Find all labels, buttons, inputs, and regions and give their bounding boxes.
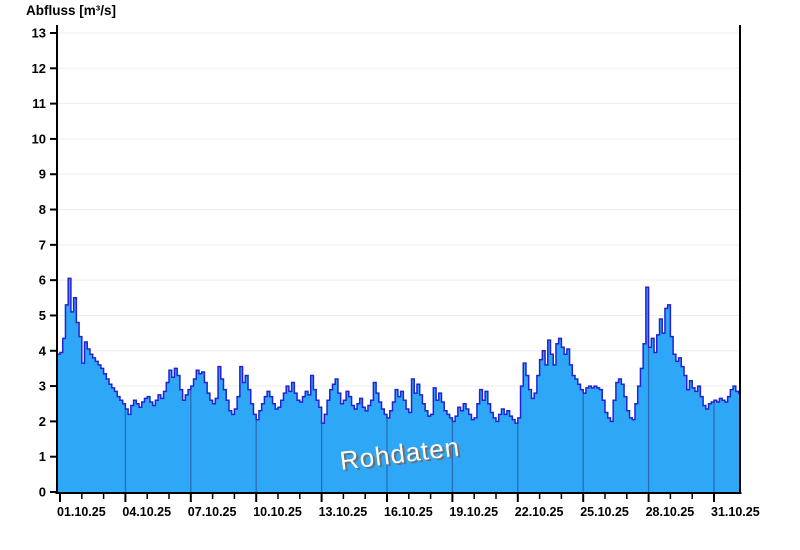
svg-text:4: 4 <box>39 343 47 358</box>
svg-text:10: 10 <box>32 131 46 146</box>
svg-text:10.10.25: 10.10.25 <box>253 505 302 519</box>
svg-text:28.10.25: 28.10.25 <box>646 505 695 519</box>
svg-text:0: 0 <box>39 485 46 500</box>
svg-text:25.10.25: 25.10.25 <box>580 505 629 519</box>
svg-text:6: 6 <box>39 273 46 288</box>
svg-text:11: 11 <box>32 96 46 111</box>
svg-text:01.10.25: 01.10.25 <box>57 505 106 519</box>
svg-text:12: 12 <box>32 61 46 76</box>
svg-text:07.10.25: 07.10.25 <box>188 505 237 519</box>
svg-text:3: 3 <box>39 379 46 394</box>
svg-text:19.10.25: 19.10.25 <box>449 505 498 519</box>
svg-text:2: 2 <box>39 414 46 429</box>
svg-text:8: 8 <box>39 202 46 217</box>
svg-text:16.10.25: 16.10.25 <box>384 505 433 519</box>
svg-text:1: 1 <box>39 449 46 464</box>
svg-text:5: 5 <box>39 308 46 323</box>
svg-text:13: 13 <box>32 26 46 41</box>
svg-text:9: 9 <box>39 167 46 182</box>
svg-text:7: 7 <box>39 237 46 252</box>
svg-text:31.10.25: 31.10.25 <box>711 505 760 519</box>
svg-text:22.10.25: 22.10.25 <box>515 505 564 519</box>
y-axis-title: Abfluss [m³/s] <box>26 3 117 18</box>
svg-text:13.10.25: 13.10.25 <box>319 505 368 519</box>
svg-text:04.10.25: 04.10.25 <box>122 505 171 519</box>
